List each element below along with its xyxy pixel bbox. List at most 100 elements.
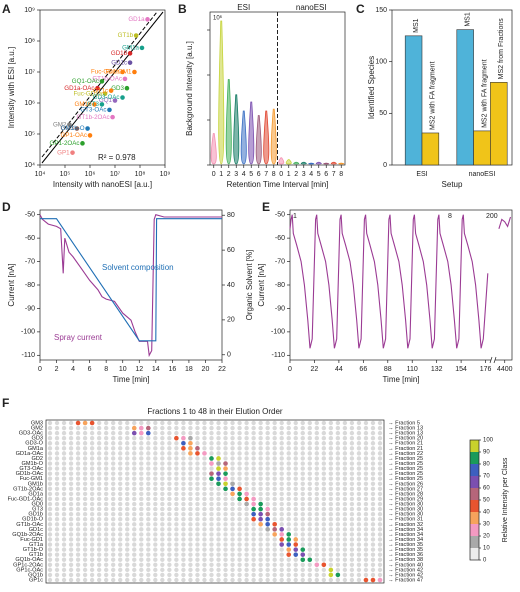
empty-cell — [321, 466, 327, 471]
empty-cell — [237, 567, 242, 573]
empty-cell — [307, 481, 312, 486]
x-tick-label: 4 — [71, 366, 75, 373]
row-label: GM1a — [28, 446, 44, 452]
empty-cell — [300, 517, 305, 522]
empty-cell — [300, 506, 305, 512]
empty-cell — [349, 527, 355, 532]
empty-cell — [279, 430, 284, 436]
row-label: GD1c — [29, 527, 44, 533]
point-label: GP1 — [57, 149, 70, 156]
empty-cell — [68, 496, 74, 502]
empty-cell — [349, 522, 355, 527]
empty-cell — [188, 527, 193, 532]
empty-cell — [167, 456, 172, 461]
empty-cell — [125, 435, 130, 441]
empty-cell — [167, 572, 172, 578]
empty-cell — [293, 562, 298, 568]
empty-cell — [356, 476, 362, 481]
empty-cell — [153, 425, 158, 431]
empty-cell — [110, 567, 116, 573]
empty-cell — [139, 501, 144, 507]
empty-cell — [286, 430, 291, 436]
empty-cell — [279, 435, 284, 441]
panel-letter: C — [356, 2, 365, 16]
empty-cell — [223, 572, 228, 578]
empty-cell — [314, 522, 320, 527]
empty-cell — [54, 542, 60, 547]
empty-cell — [160, 486, 165, 492]
empty-cell — [89, 476, 95, 481]
cell — [202, 451, 207, 456]
point-label: GD3-OAc — [93, 94, 120, 101]
violin — [323, 162, 330, 165]
fraction-label: → Fraction 30 — [388, 502, 423, 508]
point — [127, 60, 133, 65]
point-label: GM3 — [61, 125, 75, 132]
empty-cell — [195, 547, 200, 552]
empty-cell — [118, 481, 123, 486]
empty-cell — [181, 542, 186, 547]
empty-cell — [82, 572, 88, 578]
empty-cell — [314, 471, 320, 476]
empty-cell — [54, 451, 60, 456]
x-tick-label: 4400 — [497, 366, 513, 373]
empty-cell — [174, 527, 179, 532]
empty-cell — [47, 476, 53, 481]
empty-cell — [61, 425, 67, 431]
empty-cell — [244, 506, 249, 512]
empty-cell — [167, 511, 172, 517]
empty-cell — [153, 466, 158, 471]
cell — [321, 562, 327, 568]
empty-cell — [349, 532, 355, 537]
empty-cell — [68, 511, 74, 517]
empty-cell — [174, 430, 179, 436]
point-label: GM2 — [53, 121, 67, 128]
empty-cell — [125, 486, 130, 492]
empty-cell — [195, 567, 200, 573]
empty-cell — [258, 577, 263, 583]
empty-cell — [377, 562, 383, 568]
empty-cell — [68, 461, 74, 466]
empty-cell — [279, 461, 284, 466]
empty-cell — [279, 451, 284, 456]
empty-cell — [103, 577, 109, 583]
axis-break-mark — [493, 356, 497, 364]
empty-cell — [103, 547, 109, 552]
empty-cell — [251, 522, 256, 527]
x-tick-label: 10⁵ — [60, 171, 71, 178]
empty-cell — [139, 572, 144, 578]
cell — [265, 527, 270, 532]
empty-cell — [61, 506, 67, 512]
empty-cell — [75, 476, 81, 481]
empty-cell — [314, 420, 320, 426]
cell — [314, 562, 320, 568]
empty-cell — [82, 451, 88, 456]
empty-cell — [342, 451, 348, 456]
empty-cell — [244, 441, 249, 446]
empty-cell — [265, 547, 270, 552]
empty-cell — [118, 577, 123, 583]
point — [107, 107, 112, 113]
empty-cell — [47, 537, 53, 542]
empty-cell — [146, 532, 151, 537]
empty-cell — [314, 476, 320, 481]
empty-cell — [300, 491, 305, 497]
x-axis-label: Time [min] — [112, 375, 149, 384]
empty-cell — [363, 511, 369, 517]
empty-cell — [230, 456, 235, 461]
empty-cell — [139, 506, 144, 512]
empty-cell — [363, 532, 369, 537]
empty-cell — [328, 461, 334, 466]
empty-cell — [328, 517, 334, 522]
empty-cell — [153, 446, 158, 451]
empty-cell — [118, 430, 123, 436]
x-tick-label: 7 — [264, 171, 268, 178]
empty-cell — [89, 557, 95, 562]
empty-cell — [279, 476, 284, 481]
empty-cell — [47, 522, 53, 527]
empty-cell — [356, 425, 362, 431]
empty-cell — [342, 456, 348, 461]
empty-cell — [230, 537, 235, 542]
cell — [251, 511, 256, 517]
empty-cell — [132, 567, 137, 573]
